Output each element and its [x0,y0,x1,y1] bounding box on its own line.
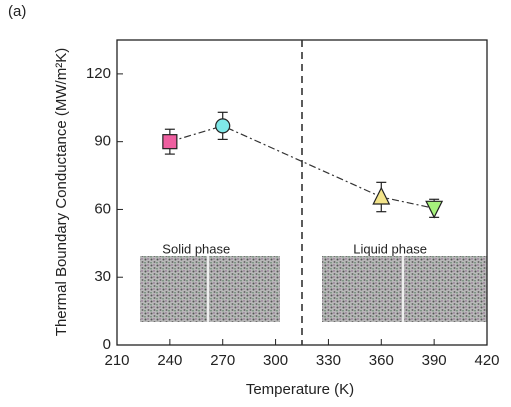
x-tick-label: 240 [157,352,182,369]
x-tick-label: 210 [104,352,129,369]
annotation: Solid phase [162,242,230,257]
x-axis-label: Temperature (K) [246,381,354,398]
solid-snapshot [140,256,280,322]
marker [215,118,231,134]
panel-label: (a) [8,3,26,20]
x-tick-label: 420 [474,352,499,369]
connecting-line [169,125,435,209]
liquid-snapshot [322,256,487,322]
y-tick-label: 30 [94,268,111,285]
y-axis-label: Thermal Boundary Conductance (MW/m²K) [53,48,70,336]
marker [372,186,391,205]
y-tick-label: 60 [94,200,111,217]
marker [425,200,444,219]
x-tick-label: 330 [316,352,341,369]
y-tick-label: 0 [103,336,111,353]
x-tick-label: 270 [210,352,235,369]
x-tick-label: 360 [369,352,394,369]
x-tick-label: 300 [263,352,288,369]
x-tick-label: 390 [422,352,447,369]
marker [162,134,178,150]
y-tick-label: 90 [94,133,111,150]
y-tick-label: 120 [86,65,111,82]
annotation: Liquid phase [353,242,427,257]
